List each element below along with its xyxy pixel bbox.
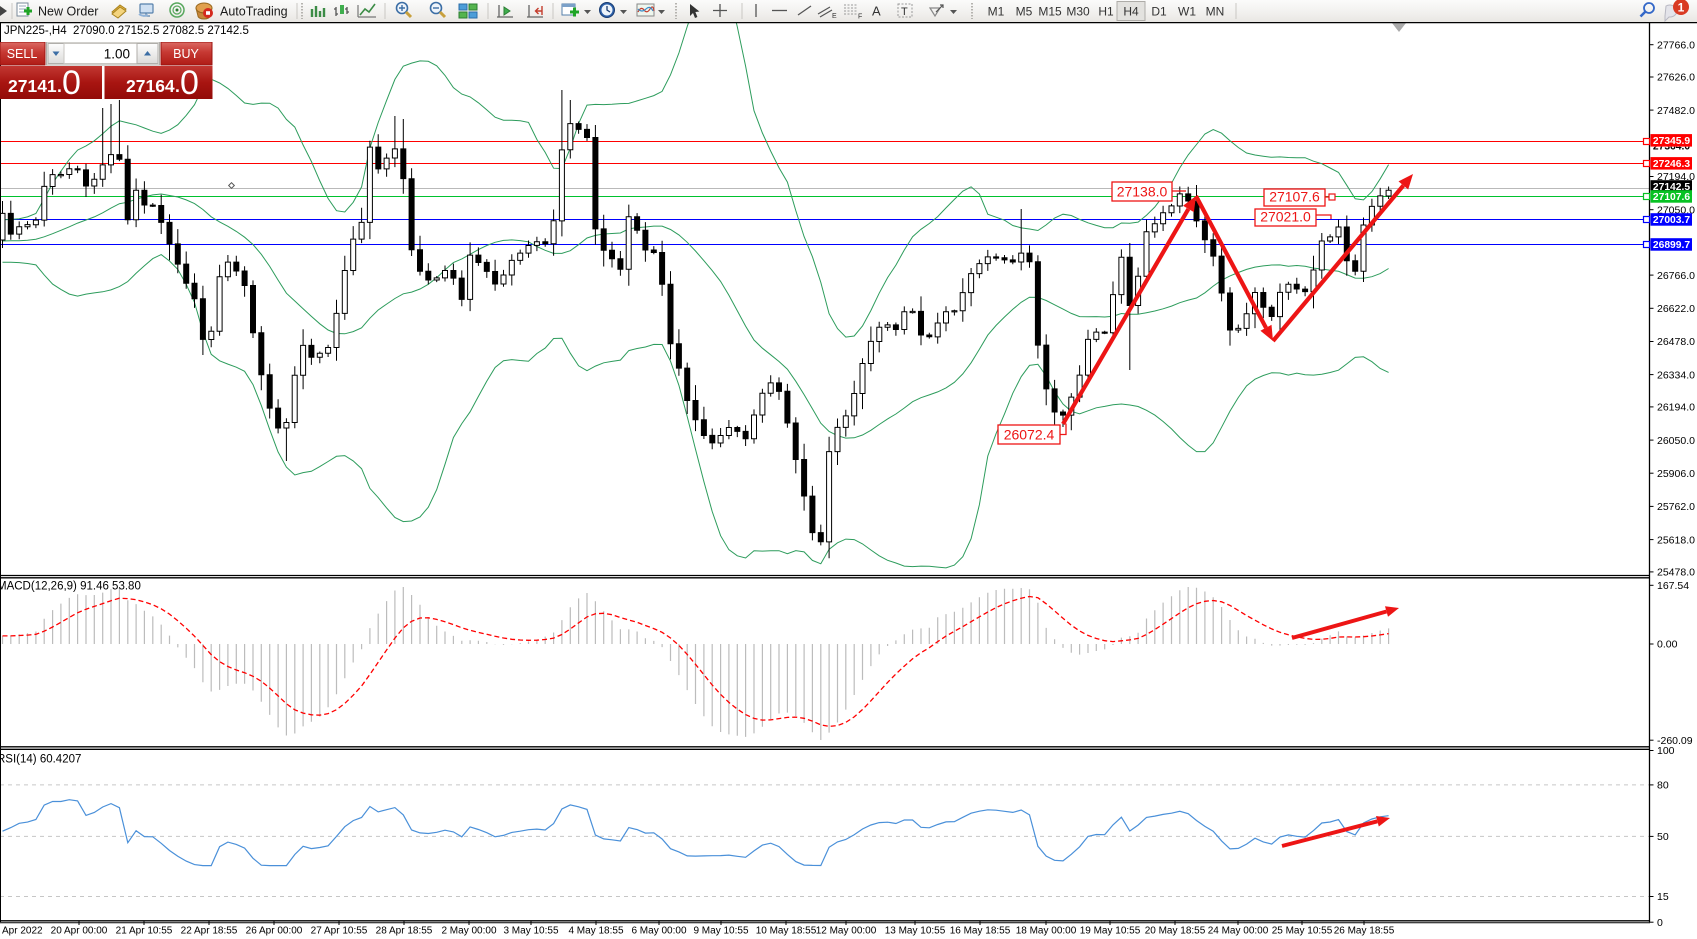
svg-text:.: .	[57, 76, 62, 96]
svg-text:25 May 10:55: 25 May 10:55	[1272, 926, 1333, 937]
svg-text:H4: H4	[1123, 5, 1139, 19]
svg-text:27164: 27164	[126, 76, 175, 96]
svg-text:4 May 18:55: 4 May 18:55	[568, 926, 623, 937]
svg-text:M5: M5	[1016, 5, 1033, 19]
svg-text:M1: M1	[988, 5, 1005, 19]
svg-text:AutoTrading: AutoTrading	[220, 5, 288, 19]
svg-text:26622.0: 26622.0	[1657, 303, 1695, 315]
svg-text:F: F	[858, 14, 862, 21]
svg-text:27141: 27141	[8, 76, 57, 96]
svg-text:25618.0: 25618.0	[1657, 534, 1695, 546]
svg-text:27364.0: 27364.0	[1653, 141, 1690, 152]
svg-text:M30: M30	[1066, 5, 1090, 19]
svg-text:27107.6: 27107.6	[1653, 192, 1690, 203]
svg-text:13 May 10:55: 13 May 10:55	[885, 926, 946, 937]
svg-text:1.00: 1.00	[104, 47, 130, 62]
svg-text:19 May 10:55: 19 May 10:55	[1080, 926, 1141, 937]
svg-text:25906.0: 25906.0	[1657, 468, 1695, 480]
svg-text:0.00: 0.00	[1657, 639, 1678, 651]
svg-text:27626.0: 27626.0	[1657, 72, 1695, 84]
svg-text:H1: H1	[1098, 5, 1114, 19]
svg-text:26050.0: 26050.0	[1657, 435, 1695, 447]
svg-text:27482.0: 27482.0	[1657, 105, 1695, 117]
svg-text:22 Apr 18:55: 22 Apr 18:55	[181, 926, 238, 937]
svg-text:27766.0: 27766.0	[1657, 39, 1695, 51]
svg-text:New Order: New Order	[38, 5, 98, 19]
svg-text:D1: D1	[1151, 5, 1167, 19]
svg-text:24 May 00:00: 24 May 00:00	[1208, 926, 1269, 937]
svg-text:27003.7: 27003.7	[1653, 215, 1690, 226]
svg-text:27021.0: 27021.0	[1260, 209, 1311, 225]
svg-text:0: 0	[62, 64, 81, 102]
svg-text:18 May 00:00: 18 May 00:00	[1016, 926, 1077, 937]
svg-text:1: 1	[1678, 1, 1685, 15]
svg-text:BUY: BUY	[173, 47, 199, 61]
svg-text:26194.0: 26194.0	[1657, 402, 1695, 414]
svg-text:21 Apr 10:55: 21 Apr 10:55	[116, 926, 173, 937]
svg-text:20 May 18:55: 20 May 18:55	[1145, 926, 1206, 937]
svg-text:26478.0: 26478.0	[1657, 336, 1695, 348]
svg-text:JPN225-,H4 27090.0 27152.5 27: JPN225-,H4 27090.0 27152.5 27082.5 27142…	[4, 25, 249, 37]
svg-text:25478.0: 25478.0	[1657, 567, 1695, 579]
svg-text:27 Apr 10:55: 27 Apr 10:55	[311, 926, 368, 937]
svg-text:W1: W1	[1178, 5, 1196, 19]
svg-text:27246.3: 27246.3	[1653, 159, 1690, 170]
svg-text:9 May 10:55: 9 May 10:55	[693, 926, 748, 937]
svg-text:T: T	[901, 6, 908, 18]
svg-text:A: A	[872, 4, 881, 19]
svg-text:80: 80	[1657, 780, 1669, 792]
svg-text:0: 0	[1657, 917, 1663, 929]
svg-text:-260.09: -260.09	[1657, 735, 1693, 747]
svg-text:26334.0: 26334.0	[1657, 369, 1695, 381]
svg-text:0: 0	[180, 64, 199, 102]
svg-text:100: 100	[1657, 745, 1675, 757]
svg-text:Apr 2022: Apr 2022	[2, 926, 43, 937]
svg-text:E: E	[832, 13, 837, 20]
svg-text:SELL: SELL	[7, 47, 38, 61]
svg-text:2 May 00:00: 2 May 00:00	[441, 926, 496, 937]
svg-text:27138.0: 27138.0	[1117, 184, 1168, 200]
svg-text:M15: M15	[1038, 5, 1062, 19]
svg-text:25762.0: 25762.0	[1657, 501, 1695, 513]
svg-text:10 May 18:55: 10 May 18:55	[756, 926, 817, 937]
svg-text:MN: MN	[1206, 5, 1225, 19]
svg-text:27345.9: 27345.9	[1653, 136, 1690, 147]
svg-text:26 Apr 00:00: 26 Apr 00:00	[246, 926, 303, 937]
svg-text:27107.6: 27107.6	[1269, 189, 1320, 205]
svg-text:26899.7: 26899.7	[1653, 240, 1690, 251]
svg-text:28 Apr 18:55: 28 Apr 18:55	[376, 926, 433, 937]
svg-text:26 May 18:55: 26 May 18:55	[1334, 926, 1395, 937]
svg-text:16 May 18:55: 16 May 18:55	[950, 926, 1011, 937]
svg-text:MACD(12,26,9) 91.46 53.80: MACD(12,26,9) 91.46 53.80	[0, 581, 141, 593]
svg-text:26072.4: 26072.4	[1004, 427, 1055, 443]
svg-text:6 May 00:00: 6 May 00:00	[631, 926, 686, 937]
svg-text:20 Apr 00:00: 20 Apr 00:00	[51, 926, 108, 937]
svg-text:15: 15	[1657, 891, 1669, 903]
svg-text:12 May 00:00: 12 May 00:00	[816, 926, 877, 937]
svg-text:167.54: 167.54	[1657, 580, 1689, 592]
svg-text:.: .	[175, 76, 180, 96]
svg-text:50: 50	[1657, 831, 1669, 843]
svg-text:26766.0: 26766.0	[1657, 270, 1695, 282]
svg-text:3 May 10:55: 3 May 10:55	[503, 926, 558, 937]
svg-text:RSI(14) 60.4207: RSI(14) 60.4207	[0, 754, 81, 766]
svg-text:27142.5: 27142.5	[1653, 182, 1690, 193]
